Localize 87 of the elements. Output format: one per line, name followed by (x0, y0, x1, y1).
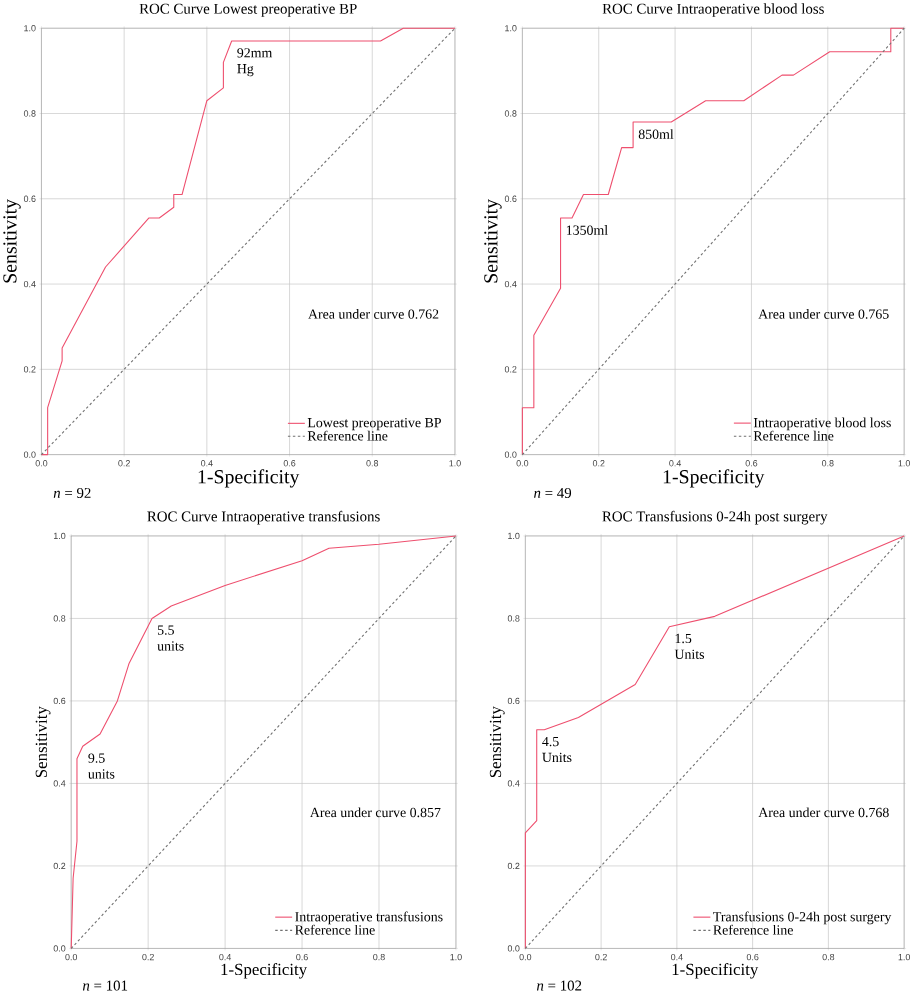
text: n = 101 (82, 980, 128, 991)
x-axis-title: 1-Specificity (198, 469, 300, 488)
y-axis-title: Sensitivity (35, 706, 51, 778)
x-tick-label: 0.4 (219, 953, 231, 961)
annotation: Area under curve 0.762 (308, 308, 439, 319)
x-tick-label: 0.6 (283, 460, 296, 467)
y-tick-label: 0.0 (23, 451, 36, 458)
annotation: 850ml (638, 129, 674, 139)
annotation: 1350ml (566, 225, 608, 235)
y-tick-label: 0.4 (507, 780, 520, 787)
line-series (70, 535, 457, 949)
y-tick-label: 1.0 (53, 532, 66, 540)
legend-label: Reference line (307, 430, 388, 441)
text: n = 49 (534, 488, 572, 498)
x-tick-label: 0.4 (669, 460, 681, 467)
legend-label: Reference line (713, 924, 793, 935)
legend-label: Transfusions 0-24h post surgery (713, 911, 892, 925)
line-series (40, 27, 456, 456)
x-tick-label: 1.0 (898, 953, 910, 961)
annotation: 5.5 units (157, 625, 184, 651)
y-axis-title: Sensitivity (3, 199, 21, 283)
chart-title: ROC Transfusions 0-24h post surgery (602, 510, 828, 525)
y-tick-label: 0.2 (53, 862, 66, 870)
x-tick-label: 0.6 (745, 460, 758, 467)
annotation: Area under curve 0.765 (758, 308, 889, 319)
annotation: 1.5 Units (674, 633, 705, 659)
x-axis-title: 1-Specificity (221, 963, 308, 979)
annotation: 92mm Hg (237, 48, 273, 77)
x-tick-label: 0.2 (592, 460, 605, 467)
y-tick-label: 0.0 (53, 945, 66, 952)
y-tick-label: 0.6 (53, 697, 66, 705)
x-tick-label: 0.2 (118, 460, 130, 467)
x-tick-label: 0.0 (519, 953, 532, 961)
annotation: Area under curve 0.768 (758, 807, 889, 818)
x-tick-label: 0.4 (670, 953, 683, 961)
x-tick-label: 0.8 (821, 460, 834, 467)
chart-title: ROC Curve Intraoperative transfusions (147, 510, 380, 525)
x-tick-label: 0.0 (35, 460, 48, 467)
x-tick-label: 0.6 (746, 953, 759, 961)
x-tick-label: 0.6 (296, 953, 308, 961)
y-tick-label: 0.6 (504, 195, 517, 202)
text: n = 102 (536, 980, 582, 991)
x-axis-title: 1-Specificity (663, 469, 765, 488)
x-tick-label: 0.8 (822, 953, 835, 961)
x-axis-title: 1-Specificity (672, 963, 759, 979)
line-series (524, 535, 905, 949)
y-tick-label: 0.8 (504, 110, 517, 117)
chart-title: ROC Curve Intraoperative blood loss (602, 3, 824, 17)
annotation: 4.5 Units (542, 736, 572, 763)
y-tick-label: 0.4 (504, 280, 517, 288)
legend-label: Intraoperative blood loss (753, 417, 891, 431)
x-tick-label: 0.4 (200, 460, 213, 467)
x-tick-label: 0.2 (595, 953, 607, 961)
y-tick-label: 0.8 (53, 615, 66, 622)
x-tick-label: 1.0 (450, 953, 462, 961)
legend-label: Reference line (753, 430, 834, 441)
y-tick-label: 0.0 (504, 451, 517, 458)
legend-label: Lowest preoperative BP (307, 417, 441, 431)
line-series (521, 27, 905, 456)
y-tick-label: 1.0 (24, 25, 36, 32)
y-tick-label: 0.8 (507, 615, 520, 622)
y-tick-label: 0.2 (507, 862, 520, 870)
y-tick-label: 0.6 (507, 697, 520, 705)
text: n = 92 (53, 488, 91, 498)
y-tick-label: 0.4 (23, 280, 36, 288)
y-tick-label: 0.2 (23, 366, 36, 373)
x-tick-label: 0.0 (65, 953, 78, 961)
x-tick-label: 1.0 (449, 460, 461, 467)
x-tick-label: 0.8 (366, 460, 379, 467)
chart-title: ROC Curve Lowest preoperative BP (139, 3, 357, 17)
x-tick-label: 0.0 (516, 460, 529, 467)
x-tick-label: 0.8 (373, 953, 385, 961)
legend-label: Reference line (295, 924, 375, 935)
y-tick-label: 1.0 (508, 532, 520, 540)
y-tick-label: 0.4 (53, 780, 66, 787)
x-tick-label: 1.0 (898, 460, 910, 467)
annotation: Area under curve 0.857 (309, 807, 441, 818)
y-tick-label: 1.0 (505, 25, 517, 32)
x-tick-label: 0.2 (142, 953, 154, 961)
y-tick-label: 0.2 (504, 366, 517, 373)
y-tick-label: 0.6 (23, 195, 36, 202)
y-tick-label: 0.0 (507, 945, 520, 952)
legend-label: Intraoperative transfusions (295, 911, 443, 925)
annotation: 9.5 units (88, 753, 115, 779)
y-axis-title: Sensitivity (489, 706, 505, 778)
y-axis-title: Sensitivity (484, 199, 502, 283)
y-tick-label: 0.8 (23, 110, 36, 117)
